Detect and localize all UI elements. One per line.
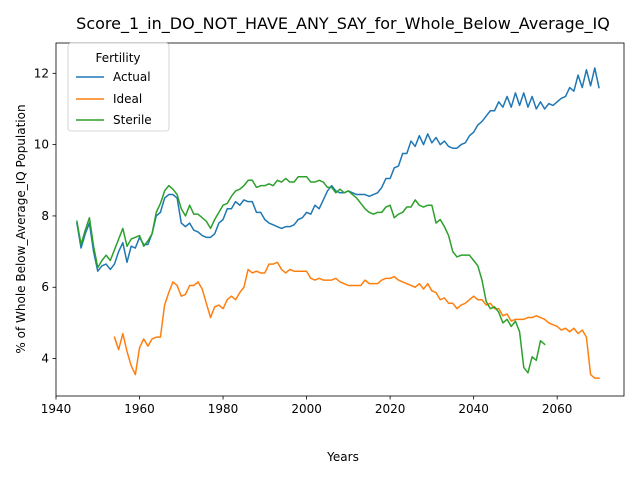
legend: Fertility Actual Ideal Sterile: [67, 42, 170, 132]
x-axis-label: Years: [326, 450, 359, 464]
legend-box: [67, 42, 170, 132]
x-tick-label: 1980: [208, 402, 239, 416]
x-tick-label: 2000: [291, 402, 322, 416]
x-tick-label: 1940: [41, 402, 72, 416]
x-tick-label: 2020: [375, 402, 406, 416]
legend-label-sterile: Sterile: [113, 113, 152, 127]
y-axis-label: % of Whole Below_Average_IQ Population: [14, 104, 28, 353]
y-axis-ticks: 4 6 8 10 12: [34, 66, 56, 366]
legend-label-actual: Actual: [113, 70, 151, 84]
y-tick-label: 6: [41, 280, 49, 294]
legend-title: Fertility: [95, 51, 140, 65]
chart-title: Score_1_in_DO_NOT_HAVE_ANY_SAY_for_Whole…: [76, 14, 610, 34]
x-tick-label: 2040: [458, 402, 489, 416]
series-line-ideal: [113, 261, 600, 379]
x-tick-label: 2060: [542, 402, 573, 416]
y-tick-label: 10: [34, 138, 49, 152]
y-tick-label: 12: [34, 66, 49, 80]
series-line-sterile: [76, 175, 546, 374]
x-tick-label: 1960: [124, 402, 155, 416]
legend-label-ideal: Ideal: [113, 92, 142, 106]
x-axis-ticks: 1940 1960 1980 2000 2020 2040 2060: [41, 396, 573, 416]
y-tick-label: 4: [41, 352, 49, 366]
plot-frame: [55, 42, 625, 397]
series-lines: [76, 67, 600, 379]
y-tick-label: 8: [41, 209, 49, 223]
